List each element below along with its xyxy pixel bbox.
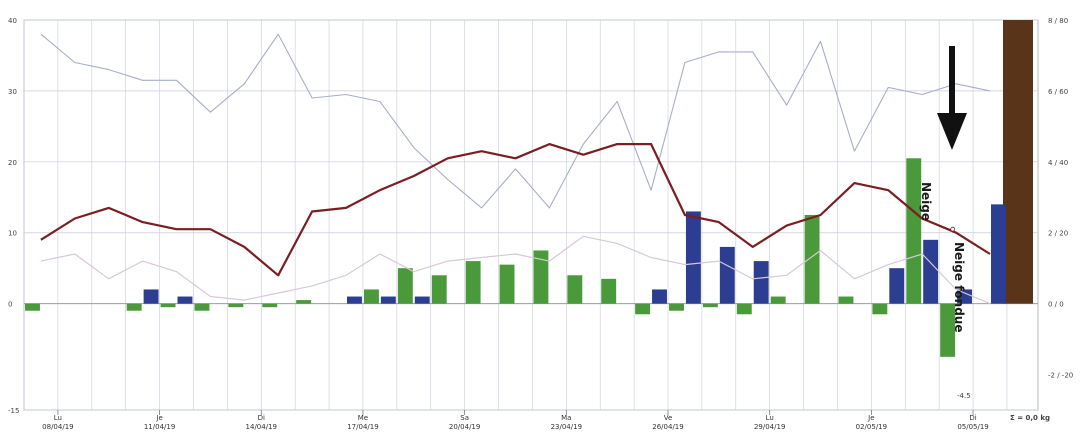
left-tick-label: 10 — [8, 230, 17, 238]
blue-bar — [414, 296, 430, 304]
green-bar — [804, 215, 820, 304]
x-date-label: 05/05/19 — [957, 423, 988, 431]
green-bar — [872, 303, 888, 315]
x-day-label: Ma — [561, 414, 571, 422]
green-bar — [601, 278, 617, 304]
blue-bar — [347, 296, 362, 304]
x-date-label: 26/04/19 — [652, 423, 683, 431]
x-day-label: Di — [258, 414, 265, 422]
x-day-label: Lu — [54, 414, 62, 422]
green-bar — [397, 268, 413, 304]
green-bar — [736, 303, 752, 315]
x-date-label: 20/04/19 — [449, 423, 480, 431]
x-day-label: Je — [867, 414, 874, 422]
label-green-bar: Neige — [919, 182, 933, 221]
green-bar — [262, 303, 278, 308]
green-bar — [770, 296, 786, 304]
right-tick-label: -2 / -20 — [1048, 372, 1073, 380]
x-day-label: Di — [969, 414, 976, 422]
x-day-label: Ve — [664, 414, 673, 422]
label-blue-bar: Neige fondue — [952, 242, 966, 332]
x-day-label: Je — [155, 414, 162, 422]
grey-line — [40, 33, 991, 209]
green-bar — [194, 303, 210, 311]
blue-bar — [753, 261, 769, 304]
green-bar — [702, 303, 718, 308]
green-bar — [669, 303, 684, 311]
green-bar — [465, 261, 481, 304]
x-date-label: 11/04/19 — [144, 423, 175, 431]
x-date-label: 02/05/19 — [856, 423, 887, 431]
x-date-label: 14/04/19 — [246, 423, 277, 431]
blue-bar — [143, 289, 159, 304]
x-day-label: Sa — [460, 414, 469, 422]
axes-group: -15 0 10 20 30 40 -2 / -20 0 / 0 2 / 20 4 / 40 6 /… — [8, 17, 1073, 431]
green-bar — [25, 303, 40, 311]
plot-frame — [23, 19, 1039, 411]
blue-bar — [991, 204, 1006, 304]
right-tick-label: 0 / 0 — [1048, 301, 1064, 309]
value-label: -4.5 — [957, 392, 971, 400]
green-bar — [431, 275, 447, 304]
blue-bar — [889, 268, 905, 304]
green-bar — [940, 303, 956, 357]
green-bar — [160, 303, 176, 308]
left-tick-label: 30 — [8, 88, 17, 96]
bars-group — [25, 158, 1006, 357]
total-bar-group — [1003, 20, 1033, 304]
blue-bar — [652, 289, 667, 304]
green-bar — [533, 250, 549, 304]
down-arrow — [937, 46, 967, 150]
x-day-label: Lu — [766, 414, 774, 422]
left-tick-label: -15 — [8, 407, 19, 415]
green-bar — [296, 300, 312, 304]
red-line — [40, 143, 991, 277]
left-tick-label: 20 — [8, 159, 17, 167]
blue-bar — [380, 296, 396, 304]
annotations-group: Neige Neige fondue -4.5 Σ = 0,0 kg — [919, 46, 1050, 422]
right-tick-label: 6 / 60 — [1048, 88, 1068, 96]
line-marker — [950, 226, 956, 232]
blue-bar — [719, 246, 735, 304]
lines-group — [40, 33, 991, 305]
blue-bar — [923, 239, 939, 304]
green-bar — [363, 289, 379, 304]
right-tick-label: 4 / 40 — [1048, 159, 1068, 167]
left-tick-label: 0 — [8, 301, 12, 309]
blue-bar — [685, 211, 701, 304]
total-label: Σ = 0,0 kg — [1010, 414, 1050, 422]
grid — [23, 19, 1039, 411]
green-bar — [635, 303, 651, 315]
blue-bar — [957, 289, 973, 304]
x-date-label: 29/04/19 — [754, 423, 785, 431]
green-bar — [499, 264, 515, 304]
right-tick-label: 2 / 20 — [1048, 230, 1068, 238]
green-bar — [228, 303, 244, 308]
green-bar — [838, 296, 854, 304]
right-tick-label: 8 / 80 — [1048, 17, 1068, 25]
x-day-label: Me — [358, 414, 368, 422]
blue-bar — [177, 296, 193, 304]
green-bar — [126, 303, 142, 311]
x-date-label: 23/04/19 — [551, 423, 582, 431]
pink-line — [40, 235, 991, 305]
left-tick-label: 40 — [8, 17, 17, 25]
green-bar — [906, 158, 922, 304]
green-bar — [567, 275, 583, 304]
total-bar — [1003, 20, 1033, 304]
x-date-label: 17/04/19 — [347, 423, 378, 431]
x-date-label: 08/04/19 — [42, 423, 73, 431]
